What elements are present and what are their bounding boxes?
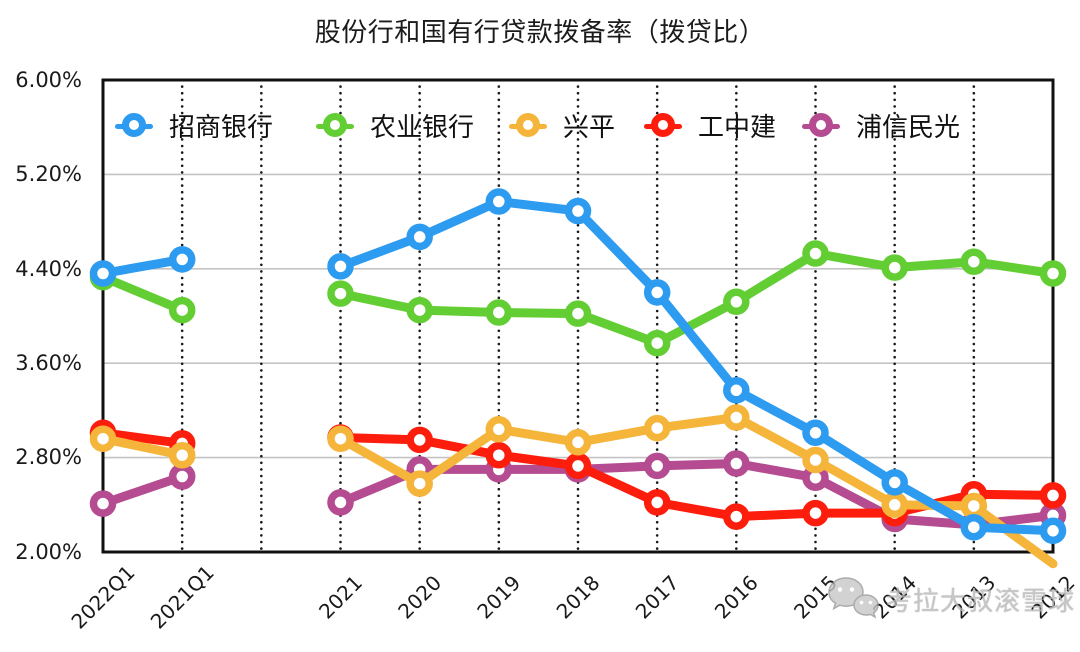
y-tick-label: 3.60% bbox=[15, 351, 82, 375]
x-tick-label: 2012 bbox=[1027, 571, 1080, 624]
legend-item-nongye[interactable]: 农业银行 bbox=[316, 111, 474, 143]
data-point bbox=[564, 452, 592, 480]
data-point bbox=[802, 419, 829, 447]
data-point bbox=[168, 441, 196, 469]
data-point bbox=[960, 513, 988, 541]
data-point bbox=[643, 414, 671, 442]
series-line-4 bbox=[98, 459, 1058, 530]
data-point bbox=[881, 469, 908, 496]
legend-marker-icon bbox=[644, 111, 682, 139]
x-tick-label: 2020 bbox=[393, 571, 446, 624]
legend-label: 工中建 bbox=[698, 112, 777, 143]
x-tick-label: 2013 bbox=[947, 571, 1000, 624]
chart-title: 股份行和国有行贷款拨备率（拨贷比） bbox=[314, 18, 766, 48]
legend-label: 农业银行 bbox=[370, 112, 475, 143]
data-point bbox=[1039, 260, 1067, 287]
x-tick-label: 2018 bbox=[552, 571, 605, 624]
data-point bbox=[485, 441, 513, 469]
data-point bbox=[327, 425, 354, 452]
data-point bbox=[564, 300, 592, 327]
legend-marker-icon bbox=[115, 111, 153, 139]
legend-item-gongzhongjian[interactable]: 工中建 bbox=[644, 111, 776, 143]
legend-label: 招商银行 bbox=[169, 112, 274, 143]
plot-border bbox=[101, 78, 1055, 554]
data-point bbox=[485, 416, 513, 443]
x-tick-label: 2021Q1 bbox=[146, 560, 219, 633]
data-point bbox=[406, 426, 433, 454]
data-point bbox=[168, 463, 196, 490]
data-point bbox=[802, 446, 829, 474]
x-tick-label: 2017 bbox=[631, 571, 684, 624]
data-point bbox=[1039, 482, 1067, 509]
legend-marker-icon bbox=[316, 111, 354, 139]
x-tick-label: 2022Q1 bbox=[66, 560, 139, 633]
data-point bbox=[485, 188, 513, 215]
data-point bbox=[168, 246, 196, 273]
data-point bbox=[643, 329, 671, 357]
data-point bbox=[723, 288, 750, 316]
x-tick-label: 2016 bbox=[710, 571, 763, 624]
data-point bbox=[89, 260, 117, 287]
data-point bbox=[723, 450, 750, 477]
data-point bbox=[406, 223, 433, 251]
data-point bbox=[1039, 517, 1067, 545]
data-point bbox=[485, 299, 513, 326]
x-tick-label: 2015 bbox=[789, 571, 842, 624]
x-tick-label: 2014 bbox=[868, 571, 921, 624]
series-line-0 bbox=[98, 197, 1058, 536]
data-point bbox=[881, 254, 908, 281]
data-point bbox=[643, 489, 671, 516]
data-point bbox=[881, 491, 908, 519]
data-point bbox=[643, 452, 671, 480]
data-point bbox=[802, 499, 829, 527]
data-point bbox=[643, 279, 671, 306]
data-point bbox=[406, 470, 433, 497]
legend-label: 兴平 bbox=[563, 112, 616, 143]
data-point bbox=[327, 253, 354, 280]
legend-item-xingping[interactable]: 兴平 bbox=[509, 111, 615, 143]
data-point bbox=[960, 248, 988, 275]
legend-marker-icon bbox=[802, 111, 840, 139]
legend-item-zhaoshang[interactable]: 招商银行 bbox=[115, 111, 273, 143]
data-point bbox=[406, 296, 433, 324]
series-line-1 bbox=[98, 249, 1058, 348]
legend-item-puxinminguang[interactable]: 浦信民光 bbox=[802, 111, 960, 143]
data-point bbox=[723, 503, 750, 530]
data-point bbox=[564, 197, 592, 225]
data-point bbox=[723, 377, 750, 404]
x-tick-label: 2021 bbox=[314, 571, 367, 624]
y-tick-label: 6.00% bbox=[15, 68, 82, 92]
data-point bbox=[327, 489, 354, 516]
data-point bbox=[168, 296, 196, 324]
x-tick-label: 2019 bbox=[472, 571, 525, 624]
y-tick-label: 2.00% bbox=[15, 540, 82, 564]
legend-marker-icon bbox=[509, 111, 547, 139]
data-point bbox=[327, 280, 354, 307]
data-point bbox=[723, 404, 750, 431]
legend-label: 浦信民光 bbox=[856, 112, 961, 143]
data-point bbox=[89, 425, 117, 452]
data-point bbox=[564, 429, 592, 456]
data-point bbox=[89, 490, 117, 517]
data-point bbox=[960, 492, 988, 520]
data-point bbox=[802, 240, 829, 267]
y-tick-label: 2.80% bbox=[15, 445, 82, 469]
y-tick-label: 4.40% bbox=[15, 257, 82, 281]
y-tick-label: 5.20% bbox=[15, 162, 82, 186]
